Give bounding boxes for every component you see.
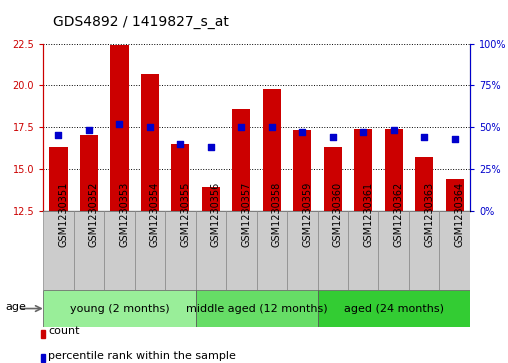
FancyBboxPatch shape — [257, 211, 287, 290]
FancyBboxPatch shape — [196, 211, 226, 290]
Bar — [324, 147, 342, 211]
FancyBboxPatch shape — [378, 211, 409, 290]
Text: aged (24 months): aged (24 months) — [344, 303, 443, 314]
Point — [237, 124, 245, 130]
Point — [451, 136, 459, 142]
Text: GSM1230362: GSM1230362 — [394, 182, 404, 247]
FancyBboxPatch shape — [43, 290, 196, 327]
Bar — [385, 129, 403, 211]
Point — [85, 127, 93, 133]
FancyBboxPatch shape — [439, 211, 470, 290]
Text: GSM1230359: GSM1230359 — [302, 182, 312, 247]
Text: GSM1230360: GSM1230360 — [333, 182, 343, 247]
FancyBboxPatch shape — [226, 211, 257, 290]
Bar — [263, 89, 281, 211]
Bar — [446, 179, 464, 211]
Point — [329, 134, 337, 140]
FancyBboxPatch shape — [196, 290, 318, 327]
Text: age: age — [5, 302, 26, 312]
Bar — [141, 74, 159, 211]
Text: GSM1230361: GSM1230361 — [363, 182, 373, 247]
Text: count: count — [48, 326, 80, 336]
Text: GSM1230351: GSM1230351 — [58, 182, 69, 247]
FancyBboxPatch shape — [287, 211, 318, 290]
Text: GSM1230355: GSM1230355 — [180, 182, 190, 247]
Bar — [80, 135, 98, 211]
Text: GSM1230356: GSM1230356 — [211, 182, 221, 247]
Text: GSM1230353: GSM1230353 — [119, 182, 130, 247]
Text: GSM1230357: GSM1230357 — [241, 182, 251, 247]
Point — [54, 132, 62, 138]
Point — [359, 129, 367, 135]
Bar — [202, 187, 220, 211]
Text: GDS4892 / 1419827_s_at: GDS4892 / 1419827_s_at — [53, 15, 229, 29]
Point — [390, 127, 398, 133]
Text: middle aged (12 months): middle aged (12 months) — [186, 303, 327, 314]
Text: young (2 months): young (2 months) — [70, 303, 169, 314]
FancyBboxPatch shape — [165, 211, 196, 290]
Point — [146, 124, 154, 130]
FancyBboxPatch shape — [318, 211, 348, 290]
Point — [298, 129, 306, 135]
Text: GSM1230364: GSM1230364 — [455, 182, 465, 247]
Bar — [415, 157, 433, 211]
Text: GSM1230352: GSM1230352 — [89, 182, 99, 247]
FancyBboxPatch shape — [104, 211, 135, 290]
Point — [176, 141, 184, 147]
FancyBboxPatch shape — [348, 211, 378, 290]
FancyBboxPatch shape — [74, 211, 104, 290]
Text: GSM1230354: GSM1230354 — [150, 182, 160, 247]
Bar — [110, 45, 129, 211]
Bar — [293, 130, 311, 211]
Point — [420, 134, 428, 140]
Point — [268, 124, 276, 130]
FancyBboxPatch shape — [135, 211, 165, 290]
Point — [207, 144, 215, 150]
Text: percentile rank within the sample: percentile rank within the sample — [48, 351, 236, 361]
Point — [115, 121, 123, 127]
FancyBboxPatch shape — [43, 211, 74, 290]
Bar — [49, 147, 68, 211]
Bar — [171, 144, 189, 211]
Bar — [232, 109, 250, 211]
FancyBboxPatch shape — [409, 211, 439, 290]
Text: GSM1230363: GSM1230363 — [424, 182, 434, 247]
Text: GSM1230358: GSM1230358 — [272, 182, 282, 247]
Bar — [354, 129, 372, 211]
FancyBboxPatch shape — [318, 290, 470, 327]
